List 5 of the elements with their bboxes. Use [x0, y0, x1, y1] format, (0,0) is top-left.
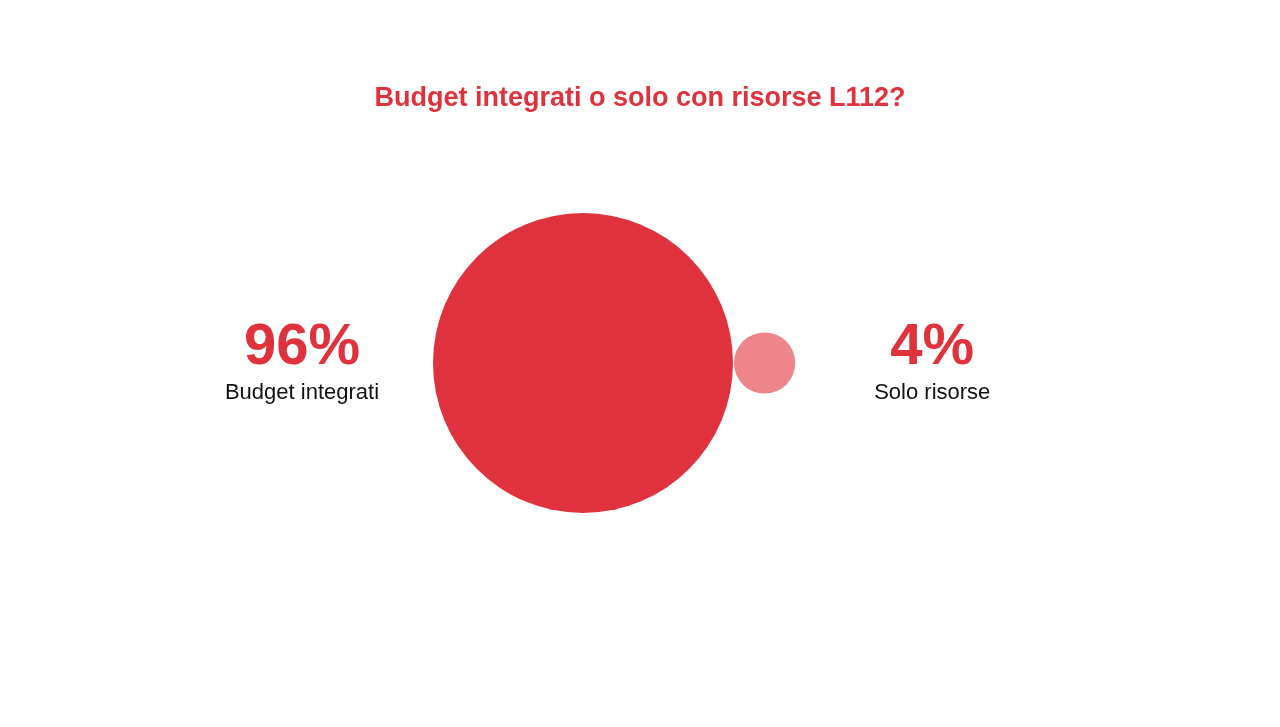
category-label: Solo risorse [874, 379, 991, 404]
data-label: 96% [243, 311, 361, 376]
data-label: 4% [890, 311, 975, 376]
category-label: Budget integrati [224, 379, 380, 404]
text: Budget integrati o solo con risorse L112? [374, 82, 906, 112]
